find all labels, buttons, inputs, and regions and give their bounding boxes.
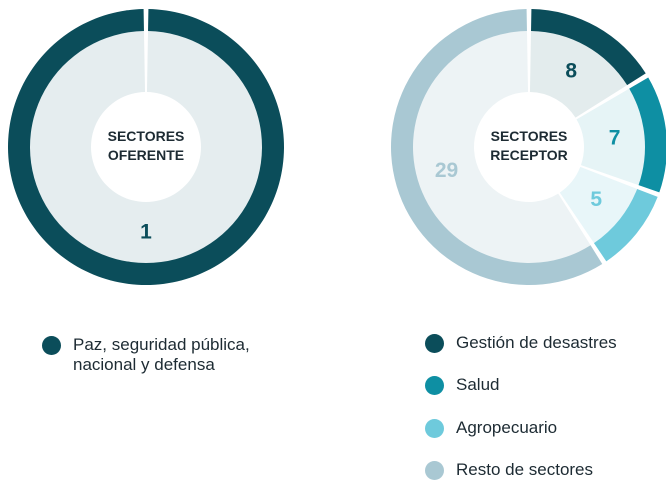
legend-item: Salud — [425, 375, 499, 395]
center-label: SECTORES — [491, 128, 568, 144]
center-label: OFERENTE — [108, 147, 184, 163]
legend-label: Gestión de desastres — [456, 333, 617, 352]
value-label: 7 — [609, 126, 621, 149]
slice — [531, 9, 646, 86]
slice — [593, 188, 658, 262]
legend-item: Paz, seguridad pública, nacional y defen… — [42, 335, 292, 375]
slice — [391, 9, 603, 286]
value-label: 29 — [435, 159, 458, 182]
value-label: 5 — [590, 188, 602, 211]
legend-item: Agropecuario — [425, 418, 557, 438]
legend-label: Resto de sectores — [456, 460, 594, 479]
legend-swatch — [425, 419, 444, 438]
legend-swatch — [42, 336, 61, 355]
legend-item: Resto de sectores — [425, 460, 593, 480]
legend-item: Gestión de desastres — [425, 333, 617, 353]
slice-fill — [576, 88, 647, 186]
slice-fill — [412, 30, 592, 265]
slice — [629, 77, 666, 193]
center-label: SECTORES — [108, 128, 185, 144]
slice-fill — [529, 30, 628, 118]
legend-swatch — [425, 461, 444, 480]
value-label: 8 — [565, 60, 577, 83]
center-label: RECEPTOR — [490, 147, 568, 163]
value-label: 1 — [140, 221, 152, 244]
slice-fill — [559, 166, 639, 244]
slice-fill — [28, 30, 263, 264]
center-circle — [92, 93, 200, 201]
legend-swatch — [425, 376, 444, 395]
legend-label: Salud — [456, 375, 500, 394]
legend-label: Paz, seguridad pública, nacional y defen… — [73, 335, 250, 374]
legend-swatch — [425, 334, 444, 353]
legend-label: Agropecuario — [456, 418, 558, 437]
center-circle — [475, 93, 583, 201]
